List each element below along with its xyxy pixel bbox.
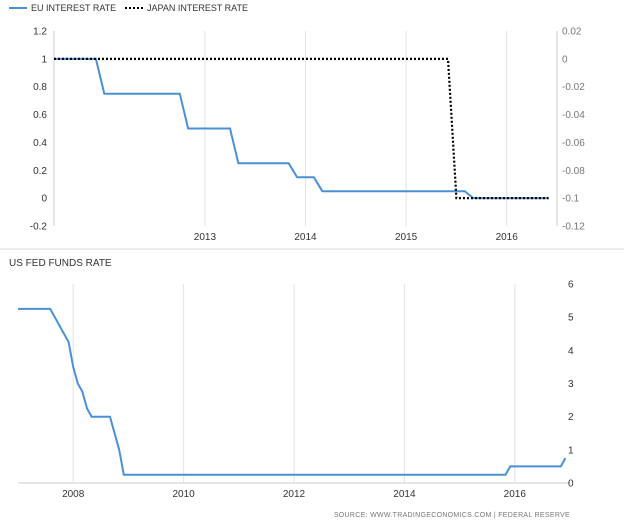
- top-right-tick-label: -0.1: [562, 194, 580, 205]
- top-chart-right-axis: 0.02 0 -0.02 -0.04 -0.06 -0.08 -0.1 -0.12: [562, 27, 585, 233]
- bottom-x-tick-label: 2008: [62, 489, 85, 500]
- bottom-right-tick-label: 2: [568, 412, 574, 423]
- bottom-chart-gridlines: [18, 284, 570, 484]
- top-right-tick-label: -0.12: [562, 222, 585, 233]
- top-left-tick-label: 0: [41, 194, 47, 205]
- japan-interest-rate-line: [54, 57, 549, 200]
- top-left-tick-label: -0.2: [30, 222, 48, 233]
- legend-label-eu[interactable]: EU INTEREST RATE: [31, 3, 116, 13]
- top-right-tick-label: -0.08: [562, 166, 585, 177]
- bottom-chart-x-axis: 2008 2010 2012 2014 2016: [62, 489, 526, 500]
- top-chart-left-axis: 1.2 1 0.8 0.6 0.4 0.2 0 -0.2: [30, 27, 48, 233]
- top-left-tick-label: 0.4: [33, 138, 47, 149]
- top-chart-series: [54, 57, 549, 200]
- fed-funds-rate-line: [18, 307, 567, 476]
- chart-legend: EU INTEREST RATE JAPAN INTEREST RATE: [9, 3, 248, 13]
- top-x-tick-label: 2015: [395, 232, 418, 243]
- bottom-chart-right-axis: 6 5 4 3 2 1 0: [568, 280, 574, 490]
- top-right-tick-label: 0: [562, 54, 568, 65]
- top-right-tick-label: -0.06: [562, 138, 585, 149]
- top-right-tick-label: -0.02: [562, 82, 585, 93]
- bottom-right-tick-label: 1: [568, 445, 574, 456]
- bottom-right-tick-label: 4: [568, 346, 574, 357]
- bottom-chart-title: US FED FUNDS RATE: [9, 258, 112, 269]
- source-note[interactable]: SOURCE: WWW.TRADINGECONOMICS.COM | FEDER…: [334, 512, 570, 519]
- top-x-tick-label: 2016: [496, 232, 519, 243]
- top-right-tick-label: -0.04: [562, 110, 585, 121]
- top-left-tick-label: 1.2: [33, 27, 47, 38]
- bottom-right-tick-label: 0: [568, 479, 574, 490]
- bottom-x-tick-label: 2014: [393, 489, 416, 500]
- top-chart-gridlines: [53, 31, 558, 226]
- bottom-x-tick-label: 2016: [504, 489, 527, 500]
- bottom-x-tick-label: 2012: [283, 489, 306, 500]
- eu-interest-rate-line: [54, 57, 549, 200]
- top-x-tick-label: 2013: [194, 232, 217, 243]
- top-x-tick-label: 2014: [294, 232, 317, 243]
- top-right-tick-label: 0.02: [562, 27, 582, 38]
- top-left-tick-label: 0.2: [33, 166, 47, 177]
- interest-rate-chart: EU INTEREST RATE JAPAN INTEREST RATE 1.2…: [9, 3, 585, 243]
- bottom-right-tick-label: 5: [568, 313, 574, 324]
- top-left-tick-label: 1: [41, 54, 47, 65]
- bottom-chart-series: [18, 307, 567, 476]
- bottom-x-tick-label: 2010: [172, 489, 195, 500]
- top-left-tick-label: 0.8: [33, 82, 47, 93]
- legend-label-japan[interactable]: JAPAN INTEREST RATE: [147, 3, 248, 13]
- top-left-tick-label: 0.6: [33, 110, 47, 121]
- top-chart-x-axis: 2013 2014 2015 2016: [194, 232, 518, 243]
- bottom-right-tick-label: 6: [568, 280, 574, 291]
- bottom-right-tick-label: 3: [568, 379, 574, 390]
